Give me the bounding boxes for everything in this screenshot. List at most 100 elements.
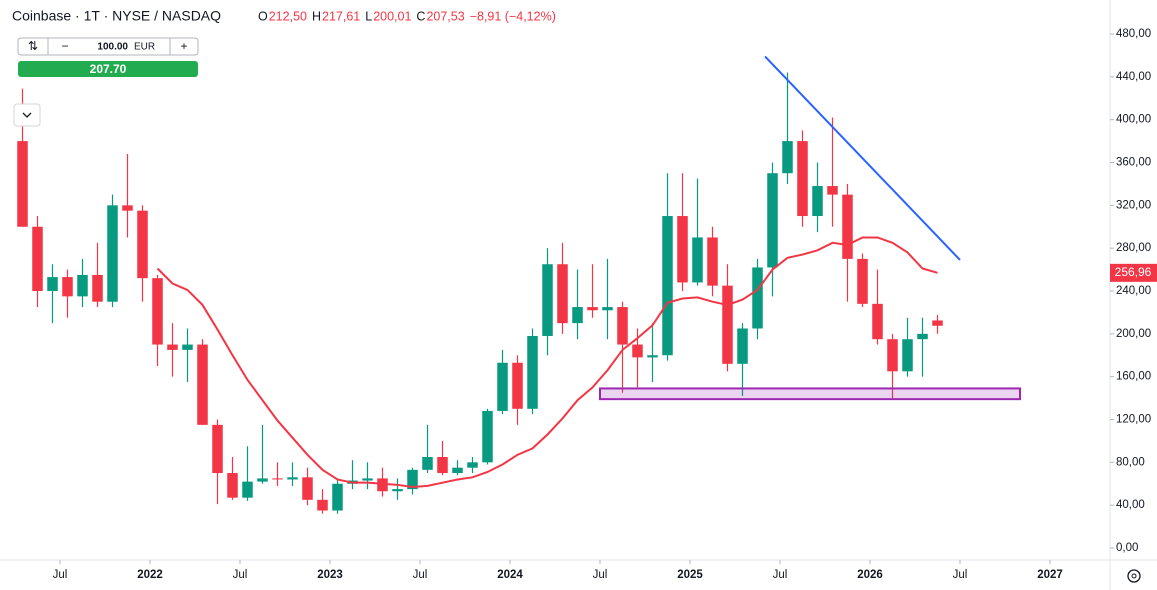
x-tick-label: 2027 (1037, 569, 1063, 581)
chevron-icon (22, 112, 32, 118)
candle-body (302, 477, 313, 500)
settings-icon[interactable] (1127, 569, 1141, 583)
candle-body (287, 477, 298, 480)
y-tick-label: 240,00 (1116, 285, 1151, 297)
candle-body (47, 277, 58, 291)
amount[interactable]: 100.00 (97, 42, 128, 53)
swap-icon[interactable]: ⇅ (28, 39, 38, 53)
candle-body (572, 307, 583, 324)
price[interactable]: 207.70 (90, 62, 127, 76)
chart-title: Coinbase · 1T · NYSE / NASDAQ (12, 8, 221, 24)
candle-body (422, 456, 433, 470)
candle-body (557, 264, 568, 324)
candle-body (767, 173, 778, 268)
candle-body (617, 307, 628, 345)
candle-body (527, 335, 538, 409)
candle-body (167, 344, 178, 350)
ohlc-key: C (416, 9, 425, 23)
widget-box[interactable] (17, 37, 199, 56)
y-tick-label: 200,00 (1116, 328, 1151, 340)
candle-body (272, 478, 283, 480)
price-tag-label: 256,96 (1115, 265, 1152, 279)
candle-body (722, 285, 733, 364)
candle-body (542, 264, 553, 336)
candle-body (752, 267, 763, 329)
candle-body (797, 141, 808, 217)
candle-body (707, 237, 718, 286)
candle-body (692, 237, 703, 283)
ohlc-header: O 212,50 H 217,61 L 200,01 C 207,53 −8,91 (−4,12… (258, 9, 556, 23)
candle-body (647, 355, 658, 358)
y-tick-label: 480,00 (1116, 28, 1151, 40)
candle-body (62, 277, 73, 297)
candle-body (17, 141, 28, 227)
ohlc-key: O (258, 9, 268, 23)
candle-body (737, 328, 748, 364)
candle-body (587, 307, 598, 311)
y-tick-label: 160,00 (1116, 371, 1151, 383)
x-tick-label: 2023 (317, 569, 343, 581)
candle-body (677, 216, 688, 283)
currency: EUR (134, 42, 155, 53)
candle-body (377, 478, 388, 492)
candle-body (212, 424, 223, 474)
ohlc-value: 217,61 (322, 9, 360, 23)
x-tick-label: Jul (593, 569, 608, 581)
x-tick-label: 2026 (857, 569, 883, 581)
ohlc-key: L (365, 9, 372, 23)
x-tick-label: Jul (53, 569, 68, 581)
y-tick-label: 280,00 (1116, 242, 1151, 254)
x-tick-label: Jul (953, 569, 968, 581)
candle-body (842, 194, 853, 259)
moving-average (156, 236, 938, 488)
price-tag (1110, 263, 1157, 282)
candle-body (332, 483, 343, 511)
y-tick-label: 0,00 (1116, 542, 1138, 554)
candle-body (122, 205, 133, 211)
ohlc-value: 200,01 (373, 9, 411, 23)
collapse-button[interactable] (13, 103, 41, 127)
candle-body (317, 499, 328, 511)
candle-body (512, 362, 523, 409)
candle-body (32, 226, 43, 291)
ohlc-value: 212,50 (269, 9, 307, 23)
plus-button[interactable]: + (180, 39, 187, 53)
candle-body (782, 141, 793, 174)
y-tick-label: 400,00 (1116, 114, 1151, 126)
candle-body (662, 216, 673, 356)
y-tick-label: 440,00 (1116, 71, 1151, 83)
candle-body (452, 467, 463, 474)
gear[interactable] (1127, 569, 1141, 583)
candle-body (932, 320, 943, 326)
x-tick-label: 2025 (677, 569, 703, 581)
y-tick-label: 320,00 (1116, 199, 1151, 211)
candle-body (242, 481, 253, 498)
plot-area (17, 72, 943, 514)
x-tick-label: Jul (773, 569, 788, 581)
candle-body (107, 205, 118, 302)
candle-body (77, 274, 88, 297)
candle-body (197, 344, 208, 425)
candle-body (362, 478, 373, 481)
candle-body (137, 210, 148, 279)
minus-button[interactable]: − (61, 39, 68, 53)
candle-body (497, 362, 508, 411)
candle-body (902, 339, 913, 372)
candle-body (467, 462, 478, 468)
candle-body (482, 410, 493, 463)
gear-center (1131, 573, 1137, 579)
candle-body (392, 489, 403, 492)
candle-body (812, 186, 823, 217)
y-tick-label: 40,00 (1116, 499, 1145, 511)
x-tick-label: 2024 (497, 569, 523, 581)
price-button[interactable] (18, 61, 198, 77)
x-tick-label: Jul (413, 569, 428, 581)
candle-body (887, 339, 898, 372)
candle-body (602, 307, 613, 311)
ohlc-key: H (312, 9, 321, 23)
candle-body (182, 344, 193, 350)
candle-body (92, 274, 103, 302)
y-tick-label: 80,00 (1116, 456, 1145, 468)
candle-body (407, 469, 418, 490)
candle-body (917, 333, 928, 340)
